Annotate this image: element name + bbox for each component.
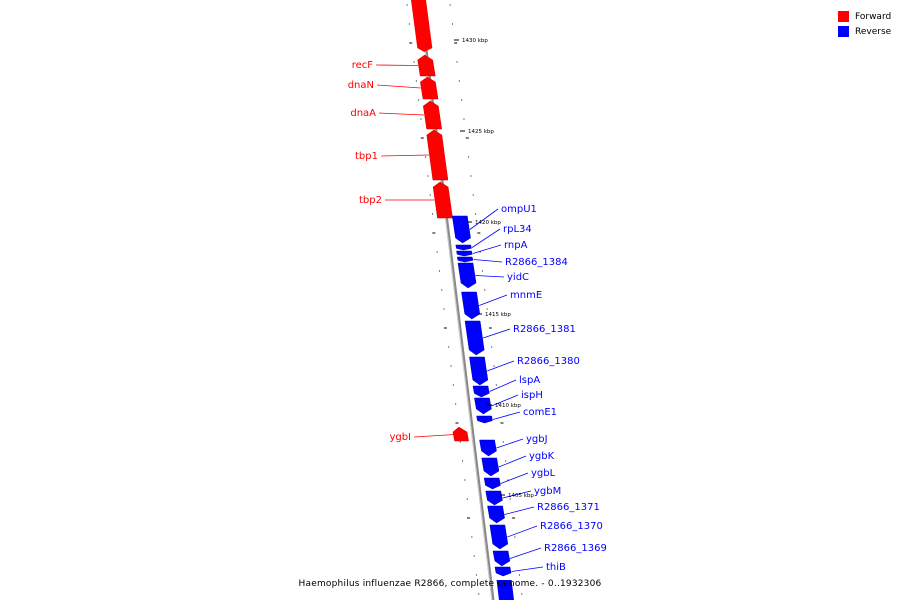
legend-label-reverse: Reverse — [855, 26, 892, 37]
reverse-swatch — [838, 26, 849, 37]
gene-label-comE1: comE1 — [523, 407, 557, 418]
leader-line — [413, 433, 463, 438]
gene-label-R2866_1381: R2866_1381 — [513, 324, 576, 335]
gene-lspA-shape — [472, 385, 490, 398]
gene-label-ispH: ispH — [521, 390, 543, 401]
gene-label-ygbL: ygbL — [531, 468, 556, 479]
gene-R2866_1381-shape — [464, 320, 485, 356]
scale-ticks — [406, 4, 523, 595]
gene-ispH-shape — [474, 397, 492, 415]
legend-item-reverse: Reverse — [838, 24, 891, 39]
label-leaders — [375, 64, 544, 572]
gene-label-R2866_1384: R2866_1384 — [505, 257, 568, 268]
gene-rpL34-shape — [455, 244, 472, 251]
gene-labels: recF dnaN dnaA tbp1 tbp2 ompU1 rpL34 rnpA R2866_… — [348, 60, 607, 573]
gene-label-rpL34: rpL34 — [503, 224, 532, 235]
leader-line — [492, 411, 521, 420]
leader-line — [486, 360, 515, 372]
gene-label-R2866_1370: R2866_1370 — [540, 521, 603, 532]
kbp-label: 1430 kbp — [462, 38, 488, 44]
kbp-label: 1405 kbp — [508, 493, 534, 499]
gene-label-ygbM: ygbM — [534, 486, 561, 497]
leader-line — [479, 294, 508, 306]
leader-line — [509, 547, 542, 559]
gene-label-R2866_1371: R2866_1371 — [537, 502, 600, 513]
gene-dnaN-shape — [420, 76, 439, 100]
leader-line — [375, 64, 418, 66]
gene-label-R2866_1380: R2866_1380 — [517, 356, 580, 367]
gene-label-R2866_1369: R2866_1369 — [544, 543, 607, 554]
leader-line — [472, 244, 502, 254]
kbp-labels: 1430 kbp 1425 kbp 1420 kbp 1415 kbp 1410 kbp… — [454, 38, 534, 499]
gene-R2866_1380-shape — [469, 356, 489, 386]
gene-rnpA-shape — [456, 250, 473, 257]
leader-line — [471, 228, 501, 248]
gene-comE1-shape — [476, 415, 493, 424]
gene-recF-shape — [417, 54, 436, 77]
gene-label-ygbJ: ygbJ — [526, 434, 548, 445]
gene-ygbK-shape — [481, 457, 500, 477]
gene-R2866_1370-shape — [489, 524, 509, 550]
gene-tbp1-shape — [426, 129, 449, 181]
gene-tbp2-shape — [432, 181, 453, 219]
leader-line — [475, 275, 505, 278]
leader-line — [469, 208, 499, 230]
gene-label-yidC: yidC — [507, 272, 529, 283]
leader-line — [378, 112, 425, 116]
leader-line — [380, 154, 429, 157]
gene-thiB-shape — [494, 566, 512, 577]
gene-R2866_1371-shape — [487, 505, 505, 524]
gene-dnaA-shape — [423, 100, 442, 130]
gene-label-lspA: lspA — [519, 375, 540, 386]
leader-line — [502, 490, 532, 499]
kbp-label: 1425 kbp — [468, 129, 494, 135]
kbp-label: 1420 kbp — [475, 220, 501, 226]
gene-ompU1-shape — [451, 215, 471, 244]
legend: Forward Reverse — [838, 9, 891, 39]
gene-block — [411, 0, 433, 52]
leader-line — [473, 259, 503, 263]
genome-caption: Haemophilus influenzae R2866, complete g… — [298, 579, 602, 589]
leader-line — [500, 472, 529, 484]
gene-label-dnaA: dnaA — [350, 108, 376, 119]
genome-backbone — [418, 0, 495, 600]
gene-features — [411, 0, 514, 600]
gene-ygbL-shape — [483, 477, 501, 490]
legend-label-forward: Forward — [855, 11, 892, 22]
gene-ygbM-shape — [485, 490, 503, 506]
kbp-label: 1410 kbp — [495, 403, 521, 409]
gene-ygbJ-shape — [479, 439, 497, 457]
gene-label-mnmE: mnmE — [510, 290, 542, 301]
leader-line — [376, 84, 421, 89]
leader-line — [504, 506, 535, 515]
gene-label-thiB: thiB — [546, 562, 566, 573]
legend-item-forward: Forward — [838, 9, 891, 24]
gene-label-rnpA: rnpA — [504, 240, 528, 251]
gene-label-recF: recF — [352, 60, 374, 71]
gene-label-tbp1: tbp1 — [355, 151, 378, 162]
gene-yidC-shape — [457, 262, 477, 289]
leader-line — [496, 438, 524, 449]
genome-backbone-highlight — [418, 0, 493, 600]
gene-label-ompU1: ompU1 — [501, 204, 537, 215]
leader-line — [511, 566, 544, 572]
gene-label-dnaN: dnaN — [348, 80, 374, 91]
gene-label-tbp2: tbp2 — [359, 195, 382, 206]
leader-line — [498, 455, 527, 468]
leader-line — [507, 525, 538, 538]
gene-label-ygbK: ygbK — [529, 451, 555, 462]
gene-block — [496, 580, 514, 600]
leader-line — [491, 394, 519, 407]
gene-R2866_1384-shape — [456, 256, 474, 263]
gene-label-ygbI: ygbI — [389, 432, 411, 443]
forward-swatch — [838, 11, 849, 22]
leader-line — [489, 379, 517, 392]
leader-line — [482, 328, 511, 339]
kbp-label: 1415 kbp — [485, 312, 511, 318]
gene-R2866_1369-shape — [492, 550, 511, 567]
gene-mnmE-shape — [461, 291, 481, 320]
